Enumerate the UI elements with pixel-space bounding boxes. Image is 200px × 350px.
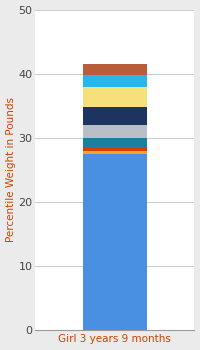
Bar: [83, 150, 147, 154]
Bar: [83, 147, 147, 150]
Bar: [83, 64, 147, 75]
Bar: [83, 75, 147, 86]
Bar: [83, 138, 147, 147]
Bar: [83, 107, 147, 125]
Bar: [83, 154, 147, 330]
Y-axis label: Percentile Weight in Pounds: Percentile Weight in Pounds: [6, 97, 16, 243]
Bar: [83, 86, 147, 107]
Bar: [83, 125, 147, 138]
